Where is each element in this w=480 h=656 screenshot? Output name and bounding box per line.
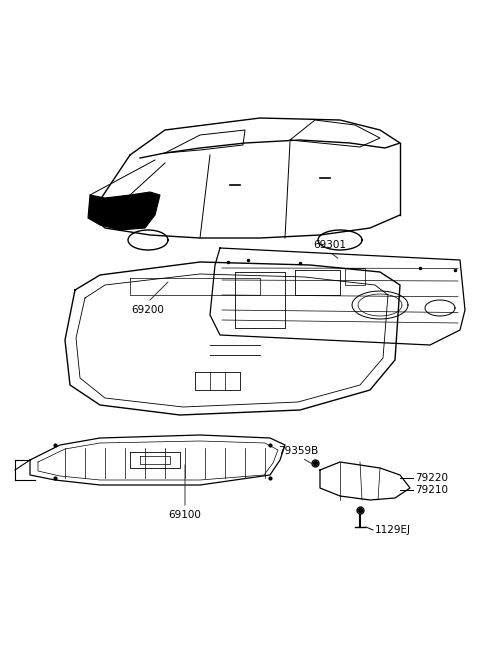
- Text: 79220: 79220: [415, 473, 448, 483]
- Text: 69100: 69100: [168, 510, 202, 520]
- Polygon shape: [88, 192, 160, 230]
- Text: 69200: 69200: [132, 305, 165, 315]
- Text: 79359B: 79359B: [278, 446, 318, 456]
- Text: 69301: 69301: [313, 240, 347, 250]
- Text: 1129EJ: 1129EJ: [375, 525, 411, 535]
- Text: 79210: 79210: [415, 485, 448, 495]
